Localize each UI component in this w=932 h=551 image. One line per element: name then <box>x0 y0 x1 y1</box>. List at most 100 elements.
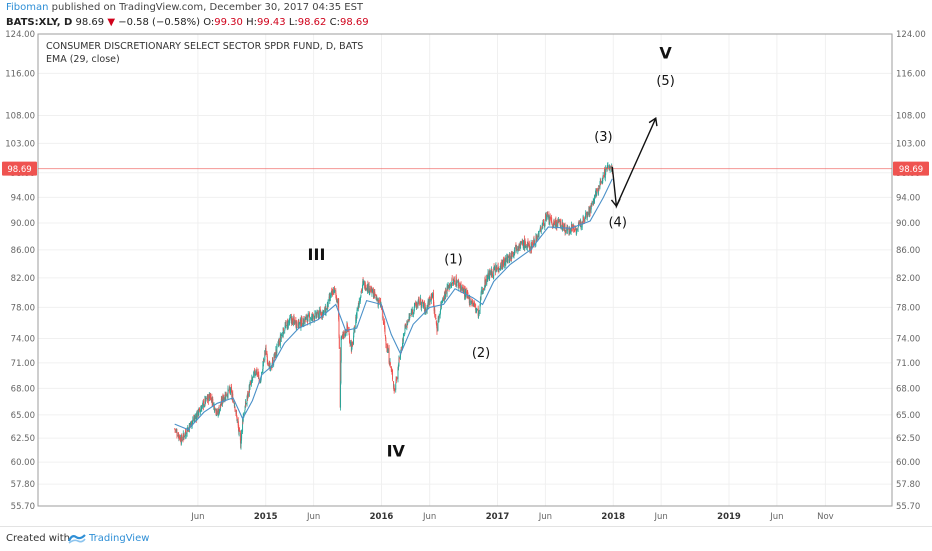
y-tick-label-left: 116.00 <box>5 69 35 79</box>
candle-body <box>493 267 495 277</box>
candle-body <box>560 219 562 227</box>
candle-body <box>509 255 511 257</box>
candle-body <box>509 255 511 263</box>
candle-body <box>244 411 246 413</box>
tradingview-link[interactable]: TradingView <box>89 533 150 544</box>
candle-body <box>296 323 298 327</box>
candle-body <box>260 381 262 383</box>
candle-body <box>599 181 601 188</box>
candle-body <box>583 219 585 221</box>
candle-body <box>258 374 260 377</box>
candle-body <box>361 290 362 292</box>
candle-body <box>436 326 438 333</box>
candle-body <box>229 387 231 389</box>
candle-body <box>580 225 582 227</box>
wave-label: V <box>659 43 672 62</box>
candle-body <box>316 311 318 316</box>
candle-body <box>181 435 183 440</box>
candle-body <box>576 228 578 231</box>
candle-body <box>247 393 249 397</box>
y-tick-label-right: 94.00 <box>896 193 920 203</box>
candle-body <box>509 257 511 259</box>
candle-body <box>254 374 256 377</box>
candle-body <box>183 435 185 438</box>
close-label: C: <box>329 17 340 28</box>
candle-body <box>531 242 533 246</box>
candle-body <box>290 317 291 318</box>
candle-body <box>174 428 176 430</box>
candle-body <box>176 435 178 437</box>
y-tick-label-left: 57.80 <box>11 480 35 490</box>
x-tick-label: Jun <box>654 512 668 522</box>
candle-body <box>520 242 522 244</box>
candle-body <box>451 283 452 288</box>
candle-body <box>529 247 531 251</box>
candle-body <box>356 309 358 316</box>
candle-body <box>609 166 611 170</box>
y-tick-label-right: 103.00 <box>896 139 926 149</box>
candle-body <box>403 334 405 336</box>
candle-body <box>563 225 564 229</box>
candle-body <box>213 405 215 411</box>
candle-body <box>214 407 216 410</box>
candle-body <box>348 330 350 336</box>
candle-body <box>251 380 252 385</box>
x-tick-label: Jun <box>769 512 783 522</box>
candle-body <box>544 219 546 226</box>
candle-body <box>358 300 360 306</box>
close-value: 98.69 <box>339 17 369 28</box>
y-tick-label-right: 74.00 <box>896 334 920 344</box>
candle-body <box>414 303 416 306</box>
created-with-text: Created with <box>6 533 70 544</box>
candle-body <box>201 406 203 412</box>
candle-body <box>306 314 308 320</box>
y-tick-label-right: 78.00 <box>896 303 920 313</box>
candle-body <box>388 348 390 363</box>
candle-body <box>435 318 437 320</box>
candle-body <box>427 300 429 308</box>
candle-body <box>440 300 442 307</box>
candle-body <box>233 402 235 404</box>
candle-body <box>511 257 513 259</box>
candle-body <box>595 193 596 197</box>
candle-body <box>340 383 342 408</box>
candle-body <box>378 299 380 302</box>
candle-body <box>334 288 335 290</box>
candle-body <box>263 359 265 361</box>
y-tick-label-right: 82.00 <box>896 274 920 284</box>
last-price-tag-left-text: 98.69 <box>7 165 31 175</box>
candle-body <box>557 219 559 227</box>
candle-body <box>566 227 568 234</box>
y-tick-label-right: 124.00 <box>896 30 926 40</box>
candle-body <box>309 314 310 317</box>
candle-body <box>511 252 513 254</box>
candle-body <box>385 340 387 345</box>
author-link[interactable]: Fiboman <box>6 2 49 13</box>
y-tick-label-left: 86.00 <box>11 246 35 256</box>
candle-body <box>332 292 334 296</box>
candle-body <box>480 289 482 294</box>
y-tick-label-left: 94.00 <box>11 193 35 203</box>
candle-body <box>216 410 218 415</box>
candle-body <box>479 304 481 311</box>
candle-body <box>292 319 294 325</box>
candle-body <box>340 360 342 384</box>
y-tick-label-right: 62.50 <box>896 434 920 444</box>
y-tick-label-right: 68.00 <box>896 384 920 394</box>
low-label: L: <box>288 17 298 28</box>
candle-body <box>482 289 484 293</box>
candle-body <box>278 340 280 345</box>
candle-body <box>472 300 473 304</box>
candle-body <box>596 190 598 192</box>
open-value: 99.30 <box>214 17 243 28</box>
price-chart[interactable]: 124.00116.00108.00103.0098.0094.0090.008… <box>0 30 932 526</box>
candle-body <box>565 231 567 232</box>
last-price: 98.69 <box>75 17 105 28</box>
candle-body <box>586 211 588 216</box>
candle-body <box>474 302 476 306</box>
candle-body <box>500 263 502 269</box>
candle-body <box>318 310 320 318</box>
candle-body <box>432 293 433 298</box>
y-tick-label-right: 90.00 <box>896 219 920 229</box>
candle-body <box>376 299 378 301</box>
